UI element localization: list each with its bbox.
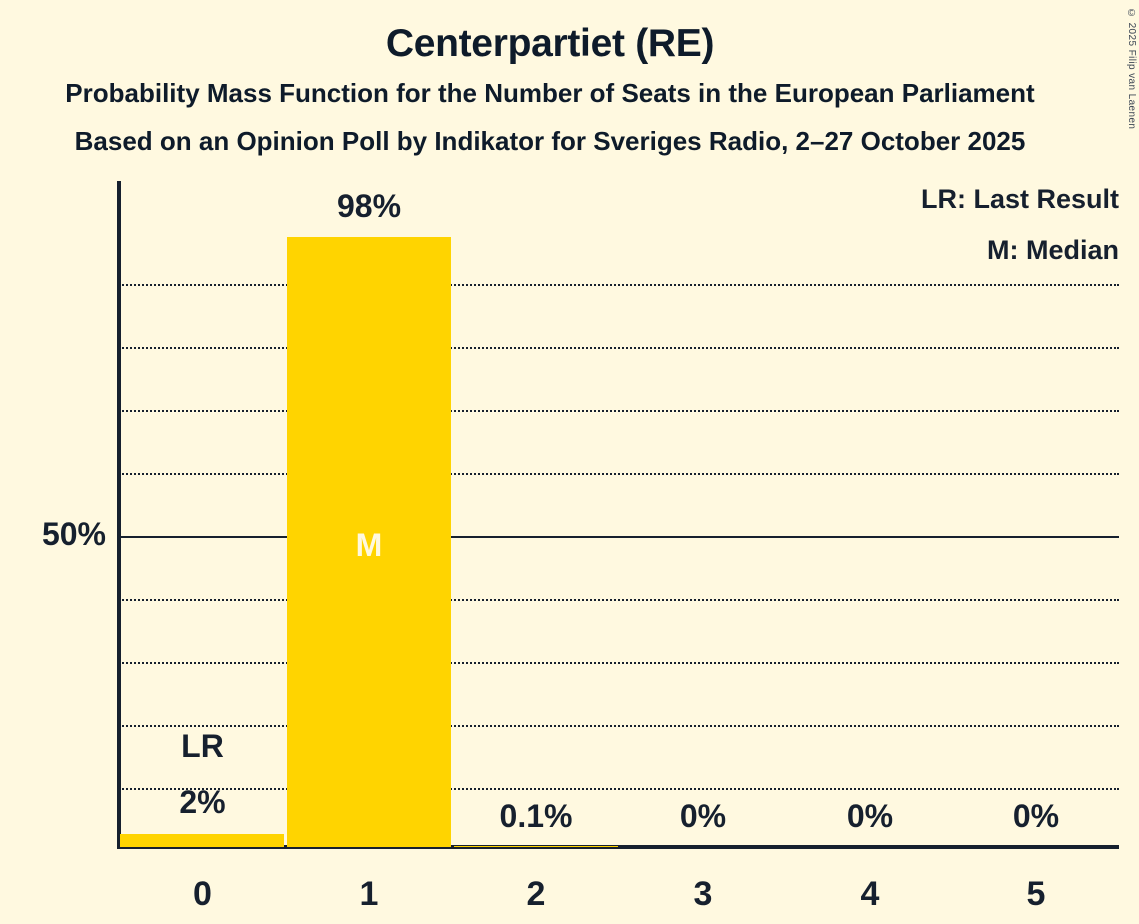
legend-entry-last-result: LR: Last Result	[920, 184, 1119, 214]
chart-subtitle-primary: Probability Mass Function for the Number…	[65, 78, 1035, 108]
value-label-seat-0: 2%	[179, 784, 226, 820]
chart-header: Centerpartiet (RE) Probability Mass Func…	[0, 0, 1100, 154]
copyright-notice: © 2025 Filip van Laenen	[1126, 8, 1137, 130]
gridline-75	[119, 410, 1119, 412]
gridline-15	[119, 788, 1119, 790]
gridline-85	[119, 347, 1119, 349]
value-label-seat-3: 0%	[679, 798, 727, 834]
plot-area	[119, 183, 1119, 847]
value-label-seat-2: 0.1%	[499, 798, 573, 834]
page-title: Centerpartiet (RE)	[385, 22, 715, 65]
marker-label-median: M	[355, 527, 383, 563]
x-axis-line	[117, 845, 1119, 849]
gridline-45	[119, 599, 1119, 601]
gridline-65	[119, 473, 1119, 475]
value-label-seat-5: 0%	[1012, 798, 1060, 834]
x-axis-tick-label-5: 5	[1026, 875, 1046, 913]
x-axis-tick-label-4: 4	[860, 875, 880, 913]
x-axis-tick-label-3: 3	[693, 875, 713, 913]
marker-label-last-result: LR	[181, 728, 224, 764]
gridline-35	[119, 662, 1119, 664]
x-axis-tick-label-2: 2	[526, 875, 546, 913]
value-label-seat-4: 0%	[846, 798, 894, 834]
chart-subtitle-source: Based on an Opinion Poll by Indikator fo…	[74, 126, 1026, 156]
x-axis-tick-label-0: 0	[193, 875, 212, 913]
bar-seat-2[interactable]	[454, 846, 618, 847]
bar-seat-0[interactable]	[120, 834, 284, 847]
gridline-25	[119, 725, 1119, 727]
bar-seat-1[interactable]	[287, 237, 451, 847]
chart-legend: LR: Last Result M: Median	[921, 183, 1119, 264]
y-axis-line	[117, 181, 121, 849]
gridline-95	[119, 284, 1119, 286]
x-axis-tick-label-1: 1	[359, 875, 379, 913]
y-axis-tick-label-50: 50%	[41, 516, 106, 552]
value-label-seat-1: 98%	[336, 188, 402, 224]
gridline-50-solid	[119, 536, 1119, 538]
legend-entry-median: M: Median	[987, 235, 1119, 265]
